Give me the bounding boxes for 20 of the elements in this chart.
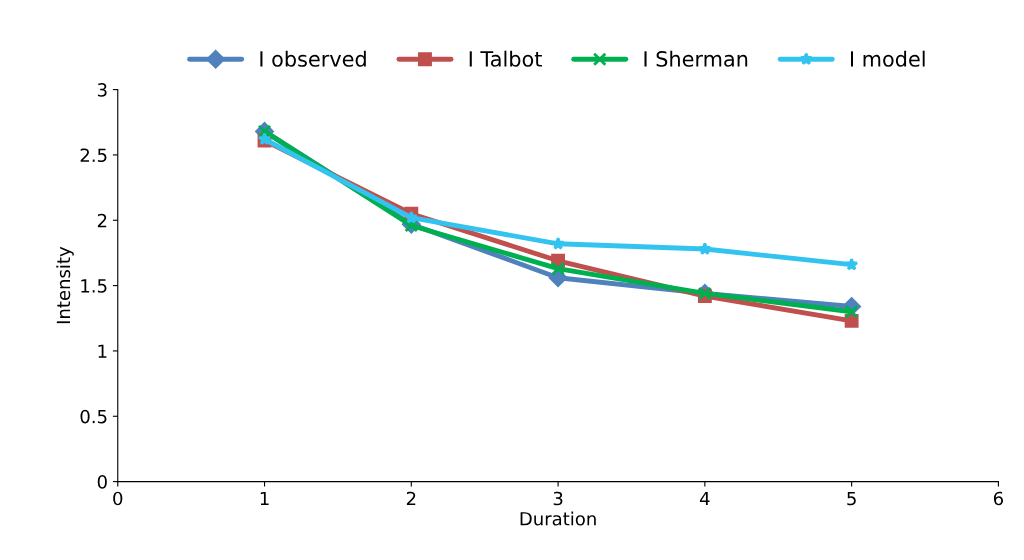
x-tick-label: 1: [260, 491, 269, 506]
x-tick-label: 2: [406, 491, 416, 506]
y-axis-title: Intensity: [56, 246, 74, 324]
y-tick-label: 0.5: [80, 409, 107, 424]
legend-label: I Sherman: [644, 50, 748, 67]
legend-label: I Talbot: [469, 50, 542, 67]
x-tick-label: 5: [847, 491, 856, 506]
y-tick-label: 2: [97, 213, 107, 228]
y-tick-label: 1.5: [81, 279, 107, 293]
y-tick-label: 0: [97, 475, 107, 489]
legend-label: I observed: [260, 50, 366, 67]
y-tick-label: 3: [97, 83, 107, 97]
x-tick-label: 3: [553, 491, 563, 506]
y-tick-label: 1: [98, 344, 107, 358]
x-tick-label: 6: [993, 491, 1004, 506]
legend-label: I model: [850, 50, 925, 67]
x-axis-title: Duration: [520, 511, 596, 526]
y-tick-label: 2.5: [80, 148, 107, 163]
x-tick-label: 4: [699, 491, 710, 506]
x-tick-label: 0: [113, 491, 123, 506]
